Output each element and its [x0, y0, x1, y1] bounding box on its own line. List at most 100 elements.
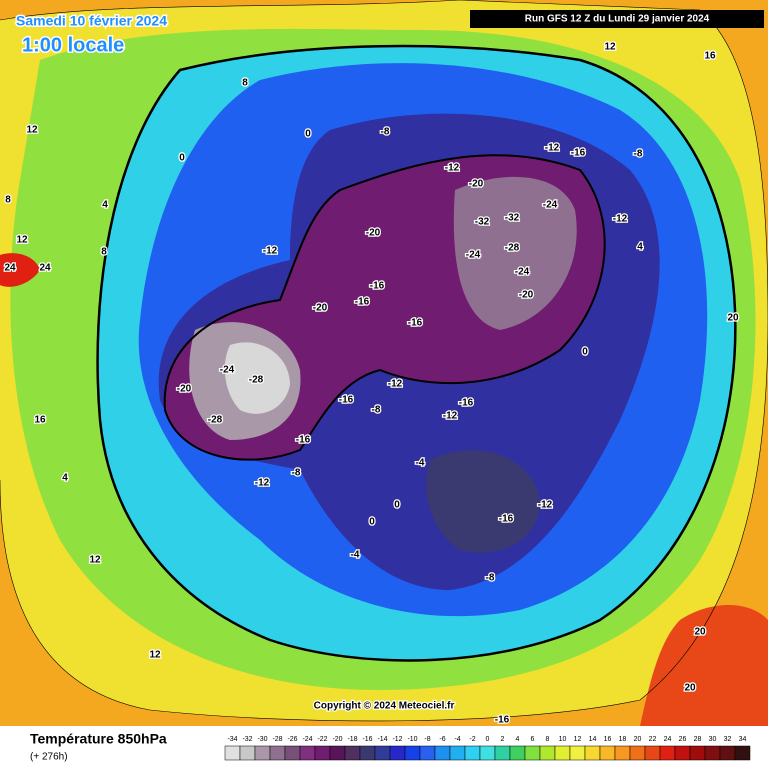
temperature-label: 8: [101, 247, 107, 258]
temperature-label: -16: [571, 148, 586, 159]
temperature-label: 12: [89, 555, 101, 566]
scale-swatch: [464, 745, 481, 761]
scale-label: -26: [287, 736, 297, 743]
temperature-label: 8: [242, 78, 248, 89]
field-lightgray: [224, 342, 290, 414]
run-info: Run GFS 12 Z du Lundi 29 janvier 2024: [525, 14, 710, 25]
temperature-label: -16: [495, 715, 510, 726]
temperature-label: 12: [26, 125, 38, 136]
temperature-label: -32: [475, 217, 490, 228]
temperature-label: 0: [179, 153, 185, 164]
temperature-label: 16: [34, 415, 46, 426]
scale-swatch: [374, 745, 391, 761]
temperature-label: 12: [604, 42, 616, 53]
temperature-label: -8: [381, 127, 390, 138]
scale-swatch: [254, 745, 271, 761]
scale-label: -6: [439, 736, 445, 743]
copyright: Copyright © 2024 Meteociel.fr: [314, 701, 455, 712]
scale-label: 34: [739, 736, 747, 743]
scale-swatch: [479, 745, 496, 761]
scale-swatch: [224, 745, 241, 761]
temperature-label: 0: [305, 129, 311, 140]
scale-swatch: [554, 745, 571, 761]
scale-label: -4: [454, 736, 460, 743]
scale-label: -32: [242, 736, 252, 743]
temperature-label: -20: [519, 290, 534, 301]
field-cold-pool: [426, 450, 540, 553]
temperature-label: -20: [313, 303, 328, 314]
scale-label: -20: [332, 736, 342, 743]
temperature-label: 12: [149, 650, 161, 661]
scale-label: 16: [604, 736, 612, 743]
scale-label: 10: [559, 736, 567, 743]
scale-swatch: [509, 745, 526, 761]
run-box: [470, 10, 764, 28]
temperature-label: 0: [582, 347, 588, 358]
temperature-label: -12: [538, 500, 553, 511]
scale-label: 0: [486, 736, 490, 743]
temperature-label: -16: [499, 514, 514, 525]
scale-label: 8: [546, 736, 550, 743]
scale-swatch: [614, 745, 631, 761]
temperature-label: -8: [486, 573, 495, 584]
scale-swatch: [344, 745, 361, 761]
scale-swatch: [314, 745, 331, 761]
scale-label: -18: [347, 736, 357, 743]
temperature-label: -12: [255, 478, 270, 489]
scale-swatch: [584, 745, 601, 761]
temperature-label: -12: [445, 163, 460, 174]
scale-label: 26: [679, 736, 687, 743]
temperature-label: -24: [543, 200, 558, 211]
local-time: 1:00 locale: [22, 34, 124, 56]
scale-label: -10: [407, 736, 417, 743]
temperature-label: -20: [177, 384, 192, 395]
scale-swatch: [524, 745, 541, 761]
scale-label: -24: [302, 736, 312, 743]
scale-label: -12: [392, 736, 402, 743]
scale-swatch: [689, 745, 706, 761]
scale-swatch: [569, 745, 586, 761]
temperature-label: 0: [369, 517, 375, 528]
zero-isotherm: [96, 44, 737, 662]
temperature-label: -28: [505, 243, 520, 254]
scale-swatch: [269, 745, 286, 761]
temperature-label: -16: [339, 395, 354, 406]
temperature-label: -12: [613, 214, 628, 225]
temperature-label: -20: [366, 228, 381, 239]
scale-label: 18: [619, 736, 627, 743]
scale-label: 14: [589, 736, 597, 743]
scale-swatch: [659, 745, 676, 761]
scale-swatch: [704, 745, 721, 761]
scale-swatch: [644, 745, 661, 761]
isotherm-warm: [0, 0, 768, 722]
temperature-label: -12: [545, 143, 560, 154]
temperature-label: -12: [443, 411, 458, 422]
scale-swatch: [539, 745, 556, 761]
temperature-label: 4: [102, 200, 108, 211]
scale-label: 4: [516, 736, 520, 743]
scale-swatch: [284, 745, 301, 761]
scale-label: 28: [694, 736, 702, 743]
temperature-label: -16: [370, 281, 385, 292]
temperature-label: -28: [208, 415, 223, 426]
field-red-west: [0, 253, 40, 287]
scale-swatch: [419, 745, 436, 761]
temperature-label: 4: [62, 473, 68, 484]
scale-label: -2: [469, 736, 475, 743]
scale-label: -16: [362, 736, 372, 743]
scale-swatch: [239, 745, 256, 761]
field-red: [640, 605, 768, 726]
scale-label: -28: [272, 736, 282, 743]
temperature-label: 0: [394, 500, 400, 511]
temperature-label: 16: [704, 51, 716, 62]
temperature-label: 8: [5, 195, 11, 206]
temperature-label: -12: [263, 246, 278, 257]
scale-swatch: [494, 745, 511, 761]
temperature-label: -24: [515, 267, 530, 278]
scale-swatch: [299, 745, 316, 761]
temperature-label: -24: [220, 365, 235, 376]
temperature-label: 12: [16, 235, 28, 246]
temperature-label: -12: [388, 379, 403, 390]
temperature-label: -16: [408, 318, 423, 329]
